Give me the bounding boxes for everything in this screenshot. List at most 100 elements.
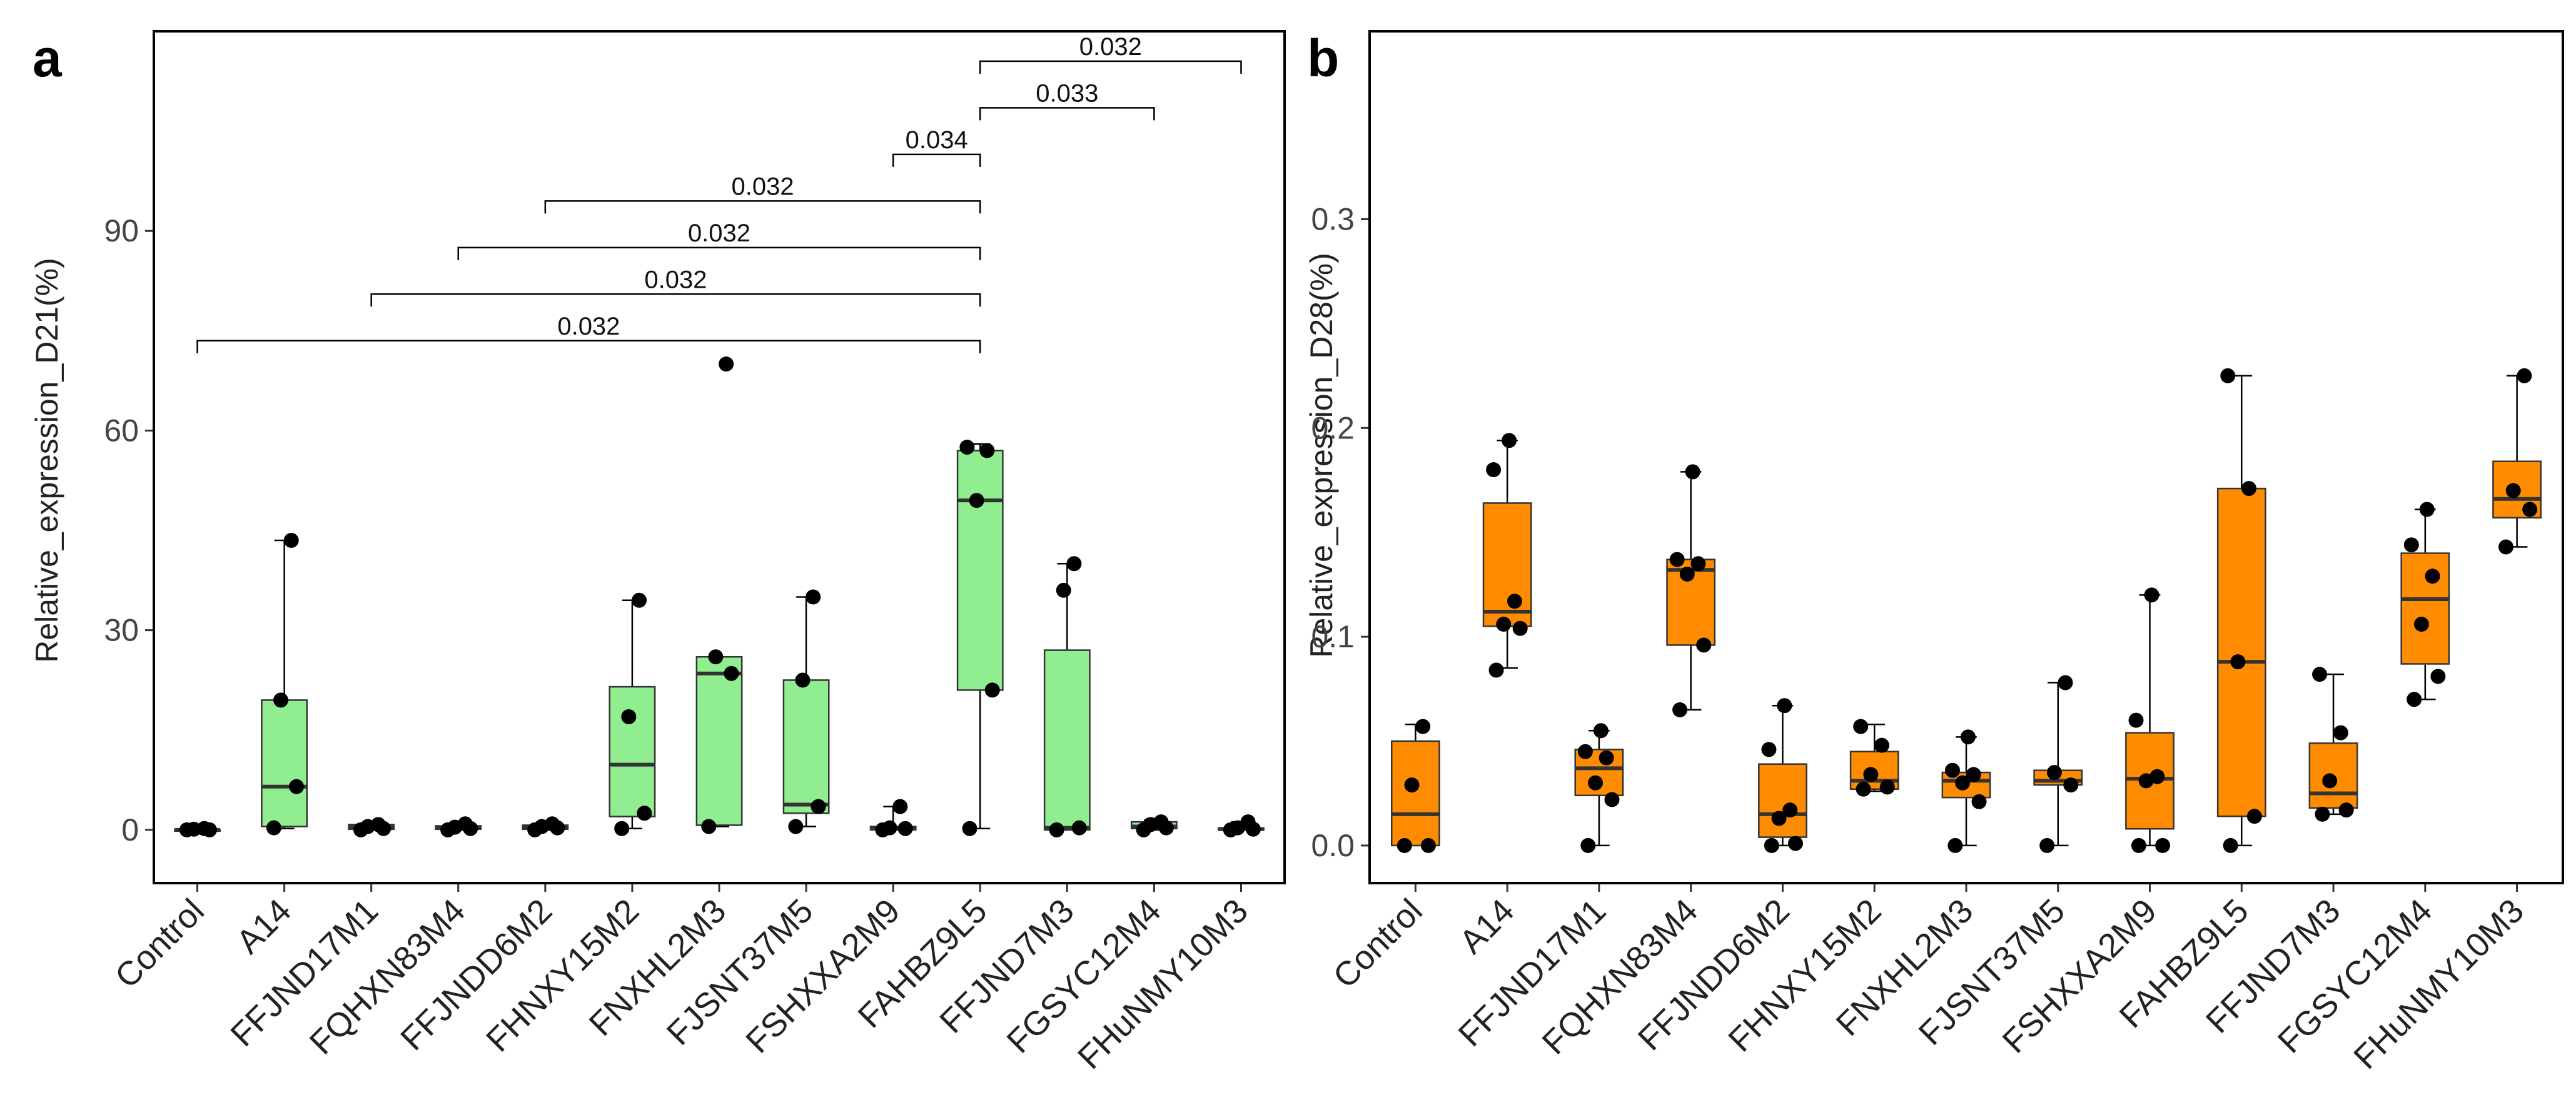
data-point — [1488, 662, 1504, 678]
comparison-p-value: 0.032 — [688, 220, 750, 247]
data-point — [1056, 582, 1071, 598]
data-point — [2220, 368, 2236, 383]
comparison-p-value: 0.033 — [1036, 79, 1098, 107]
panel-a-boxes — [174, 443, 1265, 832]
data-point — [2505, 483, 2521, 498]
data-point — [969, 493, 984, 508]
y-tick-label: 0.0 — [1311, 828, 1355, 863]
box-rect — [956, 450, 1004, 691]
box-rect — [261, 699, 308, 827]
comparison-bracket — [544, 200, 981, 214]
data-point — [1761, 742, 1777, 757]
panel-b-points — [1397, 368, 2538, 853]
y-tick-label: 0.3 — [1311, 201, 1355, 236]
box-rect — [1758, 763, 1807, 838]
data-point — [2058, 675, 2073, 690]
data-point — [2403, 537, 2419, 553]
data-point — [1153, 814, 1169, 830]
panel-b-letter: b — [1307, 29, 1339, 88]
data-point — [1420, 837, 1436, 853]
data-point — [2230, 654, 2246, 670]
x-tick-label: FSHXXA2M9 — [739, 892, 907, 1060]
x-tick-label: A14 — [230, 892, 298, 961]
data-point — [637, 806, 652, 821]
comparison-p-value: 0.032 — [731, 173, 794, 200]
data-point — [621, 709, 637, 724]
data-point — [632, 592, 647, 608]
panel-b-frame — [1368, 30, 2564, 884]
box-rect — [609, 685, 656, 817]
panel-a: a Relative_expression_D21(%) 0 30 60 90 0.0… — [29, 29, 1286, 1076]
data-point — [2155, 837, 2171, 853]
data-point — [897, 821, 913, 836]
data-point — [2128, 712, 2144, 728]
data-point — [984, 682, 1000, 698]
data-point — [2312, 667, 2328, 682]
data-point — [979, 443, 995, 458]
data-point — [1856, 781, 1871, 797]
data-point — [1971, 794, 1987, 809]
panel-b-y-ticks: 0.0 0.1 0.2 0.3 — [1311, 201, 1370, 863]
data-point — [544, 816, 560, 832]
y-tick-label: 0.1 — [1311, 619, 1355, 654]
data-point — [1496, 617, 1512, 632]
data-point — [1863, 767, 1879, 782]
panel-a-comparisons: 0.032 0.032 0.032 0.032 0.034 0.033 0.032 — [196, 33, 1242, 353]
data-point — [2039, 837, 2055, 853]
box-rect — [2400, 552, 2450, 665]
data-point — [2241, 481, 2257, 497]
box-rect — [695, 655, 743, 826]
comparison-bracket — [979, 60, 1242, 74]
data-point — [2223, 837, 2238, 853]
comparison-p-value: 0.032 — [1079, 33, 1142, 61]
y-tick-label: 30 — [104, 613, 139, 648]
data-point — [1404, 777, 1420, 793]
data-point — [1071, 820, 1087, 836]
data-point — [724, 665, 739, 681]
data-point — [2430, 669, 2446, 684]
box-FFJND7M3 — [1043, 563, 1091, 831]
data-point — [457, 816, 473, 832]
box-FFJNDD6M2 — [1758, 705, 1807, 847]
data-point — [701, 819, 717, 834]
data-point — [1593, 723, 1609, 739]
data-point — [1486, 462, 1502, 478]
panel-a-y-axis-label: Relative_expression_D21(%) — [29, 258, 64, 663]
data-point — [1947, 837, 1963, 853]
data-point — [2517, 368, 2532, 383]
box-rect — [782, 679, 830, 814]
box-rect — [1043, 649, 1091, 831]
data-point — [273, 692, 289, 708]
comparison-bracket — [370, 293, 981, 307]
comparison-bracket — [892, 153, 981, 167]
box-FQHXN83M4 — [1666, 471, 1716, 711]
comparison-p-value: 0.032 — [644, 266, 707, 293]
data-point — [1672, 702, 1688, 717]
data-point — [2425, 569, 2440, 584]
data-point — [1944, 762, 1960, 778]
data-point — [1507, 594, 1522, 609]
data-point — [2333, 725, 2348, 741]
data-point — [614, 821, 630, 836]
data-point — [1604, 792, 1620, 807]
data-point — [2131, 837, 2146, 853]
data-point — [1415, 719, 1431, 734]
data-point — [1049, 822, 1064, 837]
x-tick-label: FHNXY15M2 — [479, 892, 646, 1059]
box-FNXHL2M3 — [695, 655, 743, 827]
box-FAHBZ9L5 — [956, 443, 1004, 829]
x-tick-label: FHuNMY10M3 — [2346, 892, 2531, 1076]
box-FHNXY15M2 — [609, 599, 656, 829]
box-FGSYC12M4 — [2400, 508, 2450, 700]
panel-a-y-ticks: 0 30 60 90 — [104, 213, 154, 847]
data-point — [289, 779, 305, 794]
x-tick-label: A14 — [1452, 892, 1521, 961]
data-point — [2046, 765, 2062, 781]
data-point — [283, 533, 299, 548]
comparison-p-value: 0.034 — [906, 126, 968, 154]
data-point — [2063, 777, 2079, 793]
comparison-bracket — [196, 340, 981, 353]
data-point — [196, 821, 212, 836]
data-point — [959, 440, 975, 455]
